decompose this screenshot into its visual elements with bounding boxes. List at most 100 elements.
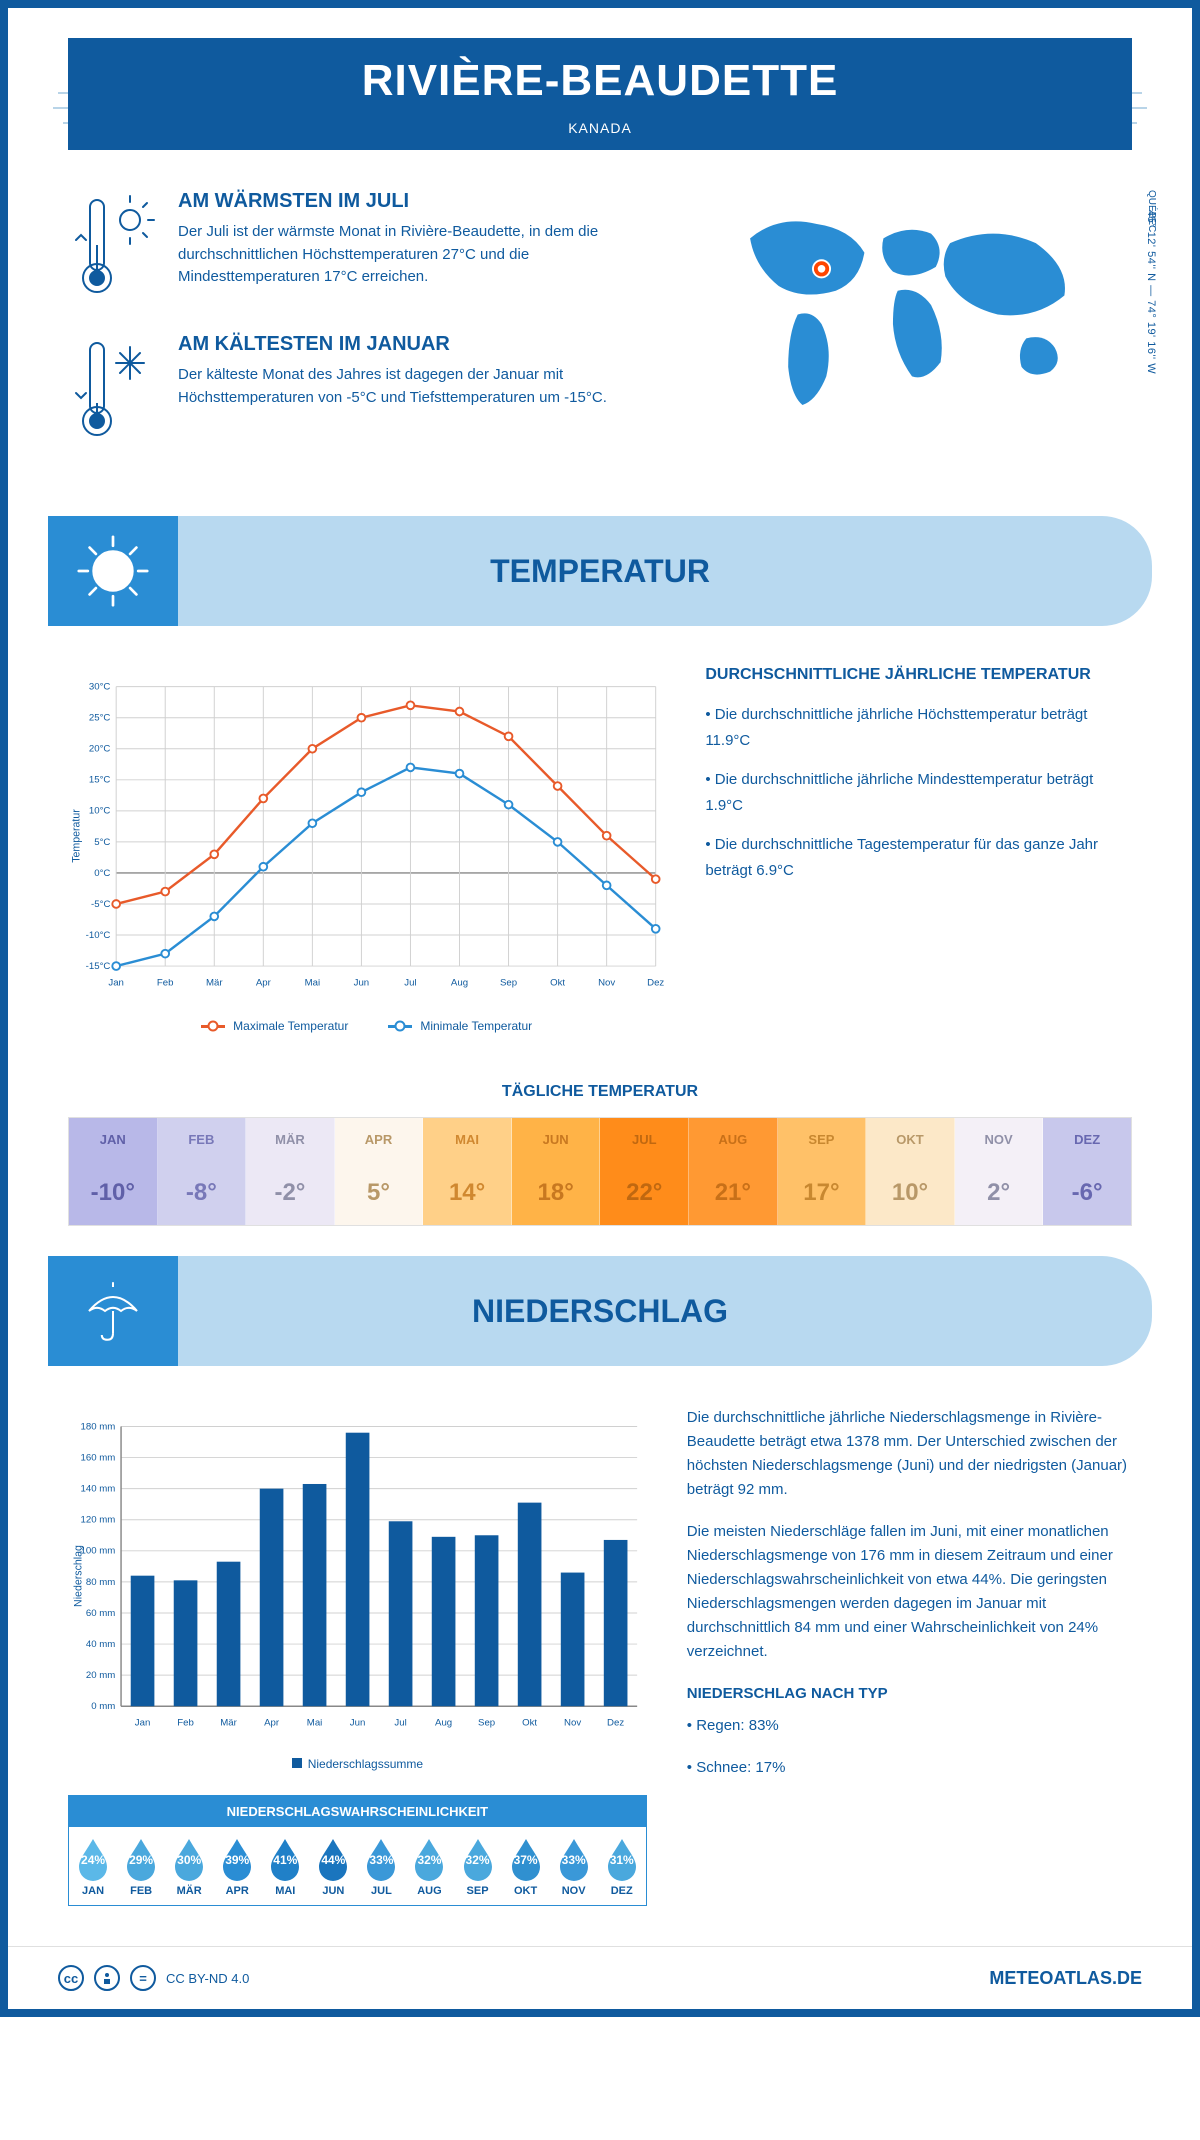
- temperature-banner: TEMPERATUR: [48, 516, 1152, 626]
- svg-text:15°C: 15°C: [89, 775, 111, 786]
- daily-cell: JUN 18°: [512, 1118, 601, 1225]
- precip-para-2: Die meisten Niederschläge fallen im Juni…: [687, 1520, 1132, 1664]
- precip-para-1: Die durchschnittliche jährliche Niedersc…: [687, 1406, 1132, 1502]
- svg-text:30°C: 30°C: [89, 682, 111, 693]
- svg-text:100 mm: 100 mm: [80, 1546, 115, 1557]
- warmest-text: Der Juli ist der wärmste Monat in Rivièr…: [178, 221, 672, 289]
- legend-min-label: Minimale Temperatur: [420, 1019, 532, 1033]
- daily-temp-value: 21°: [689, 1161, 777, 1225]
- svg-text:Sep: Sep: [500, 977, 517, 988]
- precipitation-probability-box: NIEDERSCHLAGSWAHRSCHEINLICHKEIT 24% JAN …: [68, 1795, 647, 1906]
- raindrop-icon: 41%: [267, 1837, 303, 1881]
- daily-temp-title: TÄGLICHE TEMPERATUR: [8, 1083, 1192, 1101]
- svg-text:Aug: Aug: [435, 1718, 452, 1729]
- intro-row: AM WÄRMSTEN IM JULI Der Juli ist der wär…: [8, 160, 1192, 496]
- svg-text:Jan: Jan: [108, 977, 124, 988]
- svg-text:Apr: Apr: [256, 977, 272, 988]
- daily-temp-value: 14°: [423, 1161, 511, 1225]
- svg-text:-5°C: -5°C: [91, 899, 110, 910]
- svg-text:0 mm: 0 mm: [91, 1701, 115, 1712]
- legend-max-label: Maximale Temperatur: [233, 1019, 348, 1033]
- daily-month-label: DEZ: [1043, 1118, 1131, 1161]
- daily-cell: SEP 17°: [778, 1118, 867, 1225]
- country-label: KANADA: [68, 120, 1132, 136]
- daily-temp-value: 17°: [778, 1161, 866, 1225]
- prob-month-label: MÄR: [165, 1885, 213, 1897]
- daily-cell: DEZ -6°: [1043, 1118, 1131, 1225]
- svg-text:Sep: Sep: [478, 1718, 495, 1729]
- daily-month-label: JUL: [600, 1118, 688, 1161]
- prob-cell: 32% AUG: [405, 1827, 453, 1905]
- precip-legend-label: Niederschlagssumme: [308, 1757, 423, 1771]
- footer: cc = CC BY-ND 4.0 METEOATLAS.DE: [8, 1946, 1192, 2009]
- prob-value: 32%: [417, 1853, 441, 1867]
- svg-text:140 mm: 140 mm: [80, 1484, 115, 1495]
- svg-text:40 mm: 40 mm: [86, 1639, 115, 1650]
- svg-text:Mär: Mär: [220, 1718, 237, 1729]
- prob-month-label: APR: [213, 1885, 261, 1897]
- svg-text:Feb: Feb: [157, 977, 174, 988]
- warmest-title: AM WÄRMSTEN IM JULI: [178, 190, 672, 213]
- precip-type-title: NIEDERSCHLAG NACH TYP: [687, 1682, 1132, 1706]
- temp-bullet-1: • Die durchschnittliche jährliche Höchst…: [705, 702, 1132, 753]
- precipitation-title: NIEDERSCHLAG: [472, 1293, 728, 1330]
- svg-text:60 mm: 60 mm: [86, 1608, 115, 1619]
- svg-text:180 mm: 180 mm: [80, 1421, 115, 1432]
- prob-value: 39%: [225, 1853, 249, 1867]
- daily-temp-value: -2°: [246, 1161, 334, 1225]
- warmest-block: AM WÄRMSTEN IM JULI Der Juli ist der wär…: [68, 190, 672, 305]
- daily-temp-value: 10°: [866, 1161, 954, 1225]
- svg-text:10°C: 10°C: [89, 806, 111, 817]
- daily-temp-value: 18°: [512, 1161, 600, 1225]
- coldest-title: AM KÄLTESTEN IM JANUAR: [178, 333, 672, 356]
- prob-month-label: SEP: [454, 1885, 502, 1897]
- daily-cell: AUG 21°: [689, 1118, 778, 1225]
- svg-text:Niederschlag: Niederschlag: [73, 1545, 85, 1607]
- raindrop-icon: 33%: [363, 1837, 399, 1881]
- prob-value: 32%: [466, 1853, 490, 1867]
- prob-value: 33%: [562, 1853, 586, 1867]
- svg-text:Apr: Apr: [264, 1718, 280, 1729]
- prob-value: 44%: [321, 1853, 345, 1867]
- precip-type-snow: • Schnee: 17%: [687, 1756, 1132, 1780]
- license-text: CC BY-ND 4.0: [166, 1971, 249, 1986]
- infographic-page: RIVIÈRE-BEAUDETTE KANADA AM WÄRMSTEN IM …: [0, 0, 1200, 2017]
- prob-value: 29%: [129, 1853, 153, 1867]
- prob-value: 31%: [610, 1853, 634, 1867]
- raindrop-icon: 39%: [219, 1837, 255, 1881]
- temperature-title: TEMPERATUR: [490, 553, 710, 590]
- daily-temp-value: 22°: [600, 1161, 688, 1225]
- prob-month-label: OKT: [502, 1885, 550, 1897]
- site-name: METEOATLAS.DE: [989, 1968, 1142, 1989]
- temp-info-title: DURCHSCHNITTLICHE JÄHRLICHE TEMPERATUR: [705, 666, 1132, 684]
- daily-temp-value: -8°: [158, 1161, 246, 1225]
- svg-text:20 mm: 20 mm: [86, 1670, 115, 1681]
- temperature-section: -15°C-10°C-5°C0°C5°C10°C15°C20°C25°C30°C…: [8, 646, 1192, 1053]
- prob-month-label: AUG: [405, 1885, 453, 1897]
- coldest-text: Der kälteste Monat des Jahres ist dagege…: [178, 364, 672, 409]
- daily-temp-value: 2°: [955, 1161, 1043, 1225]
- svg-text:5°C: 5°C: [94, 837, 110, 848]
- prob-cell: 30% MÄR: [165, 1827, 213, 1905]
- raindrop-icon: 37%: [508, 1837, 544, 1881]
- coldest-block: AM KÄLTESTEN IM JANUAR Der kälteste Mona…: [68, 333, 672, 448]
- svg-text:25°C: 25°C: [89, 713, 111, 724]
- svg-text:0°C: 0°C: [94, 868, 110, 879]
- prob-month-label: JAN: [69, 1885, 117, 1897]
- daily-month-label: OKT: [866, 1118, 954, 1161]
- prob-cell: 24% JAN: [69, 1827, 117, 1905]
- svg-text:Aug: Aug: [451, 977, 468, 988]
- by-icon: [94, 1965, 120, 1991]
- prob-value: 37%: [514, 1853, 538, 1867]
- daily-cell: JUL 22°: [600, 1118, 689, 1225]
- temp-bullet-3: • Die durchschnittliche Tagestemperatur …: [705, 832, 1132, 883]
- prob-value: 24%: [81, 1853, 105, 1867]
- city-title: RIVIÈRE-BEAUDETTE: [68, 56, 1132, 106]
- prob-cell: 41% MAI: [261, 1827, 309, 1905]
- raindrop-icon: 31%: [604, 1837, 640, 1881]
- temp-bullet-2: • Die durchschnittliche jährliche Mindes…: [705, 767, 1132, 818]
- prob-cell: 37% OKT: [502, 1827, 550, 1905]
- daily-temp-value: -10°: [69, 1161, 157, 1225]
- daily-month-label: APR: [335, 1118, 423, 1161]
- svg-text:Dez: Dez: [647, 977, 664, 988]
